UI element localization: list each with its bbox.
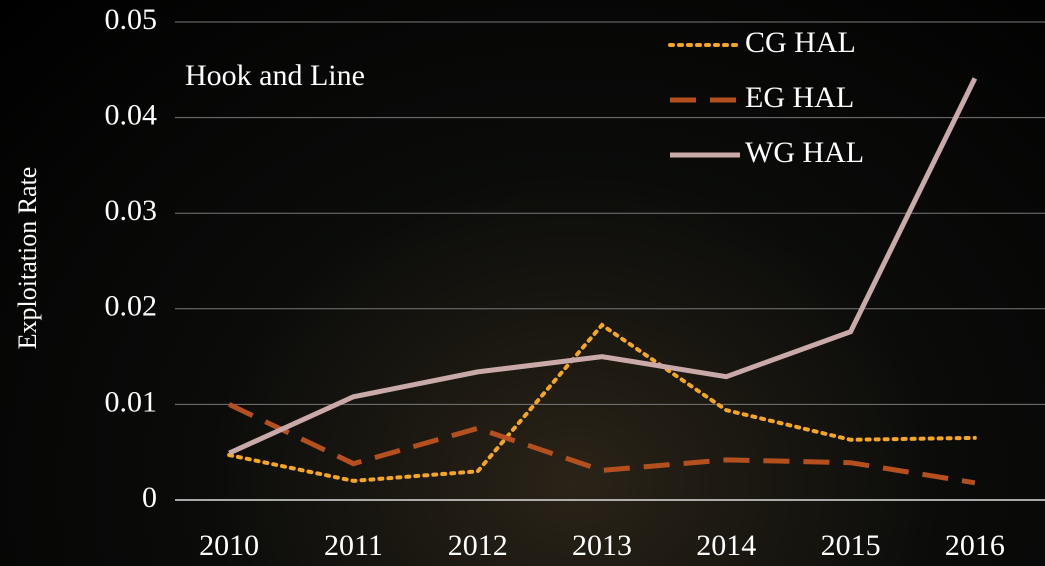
x-tick-label: 2015 — [821, 529, 881, 562]
x-tick-label: 2014 — [696, 529, 756, 562]
x-tick-label: 2010 — [199, 529, 259, 562]
y-axis-label: Exploitation Rate — [13, 167, 42, 350]
legend-label: EG HAL — [745, 81, 854, 114]
y-tick-label: 0.02 — [105, 290, 158, 323]
series-line — [228, 77, 978, 456]
legend-label: WG HAL — [745, 136, 864, 169]
y-tick-label: 0.03 — [105, 194, 158, 227]
x-tick-label: 2013 — [572, 529, 632, 562]
x-tick-label: 2016 — [945, 529, 1005, 562]
series-line — [227, 322, 977, 483]
annotation: Hook and Line — [185, 59, 365, 92]
y-tick-label: 0.04 — [105, 98, 158, 131]
y-tick-label: 0.05 — [105, 3, 158, 36]
x-tick-label: 2011 — [324, 529, 383, 562]
x-tick-label: 2012 — [448, 529, 508, 562]
y-tick-label: 0.01 — [105, 385, 158, 418]
legend-label: CG HAL — [745, 26, 856, 59]
series-line — [228, 402, 976, 486]
y-tick-label: 0 — [142, 481, 157, 514]
